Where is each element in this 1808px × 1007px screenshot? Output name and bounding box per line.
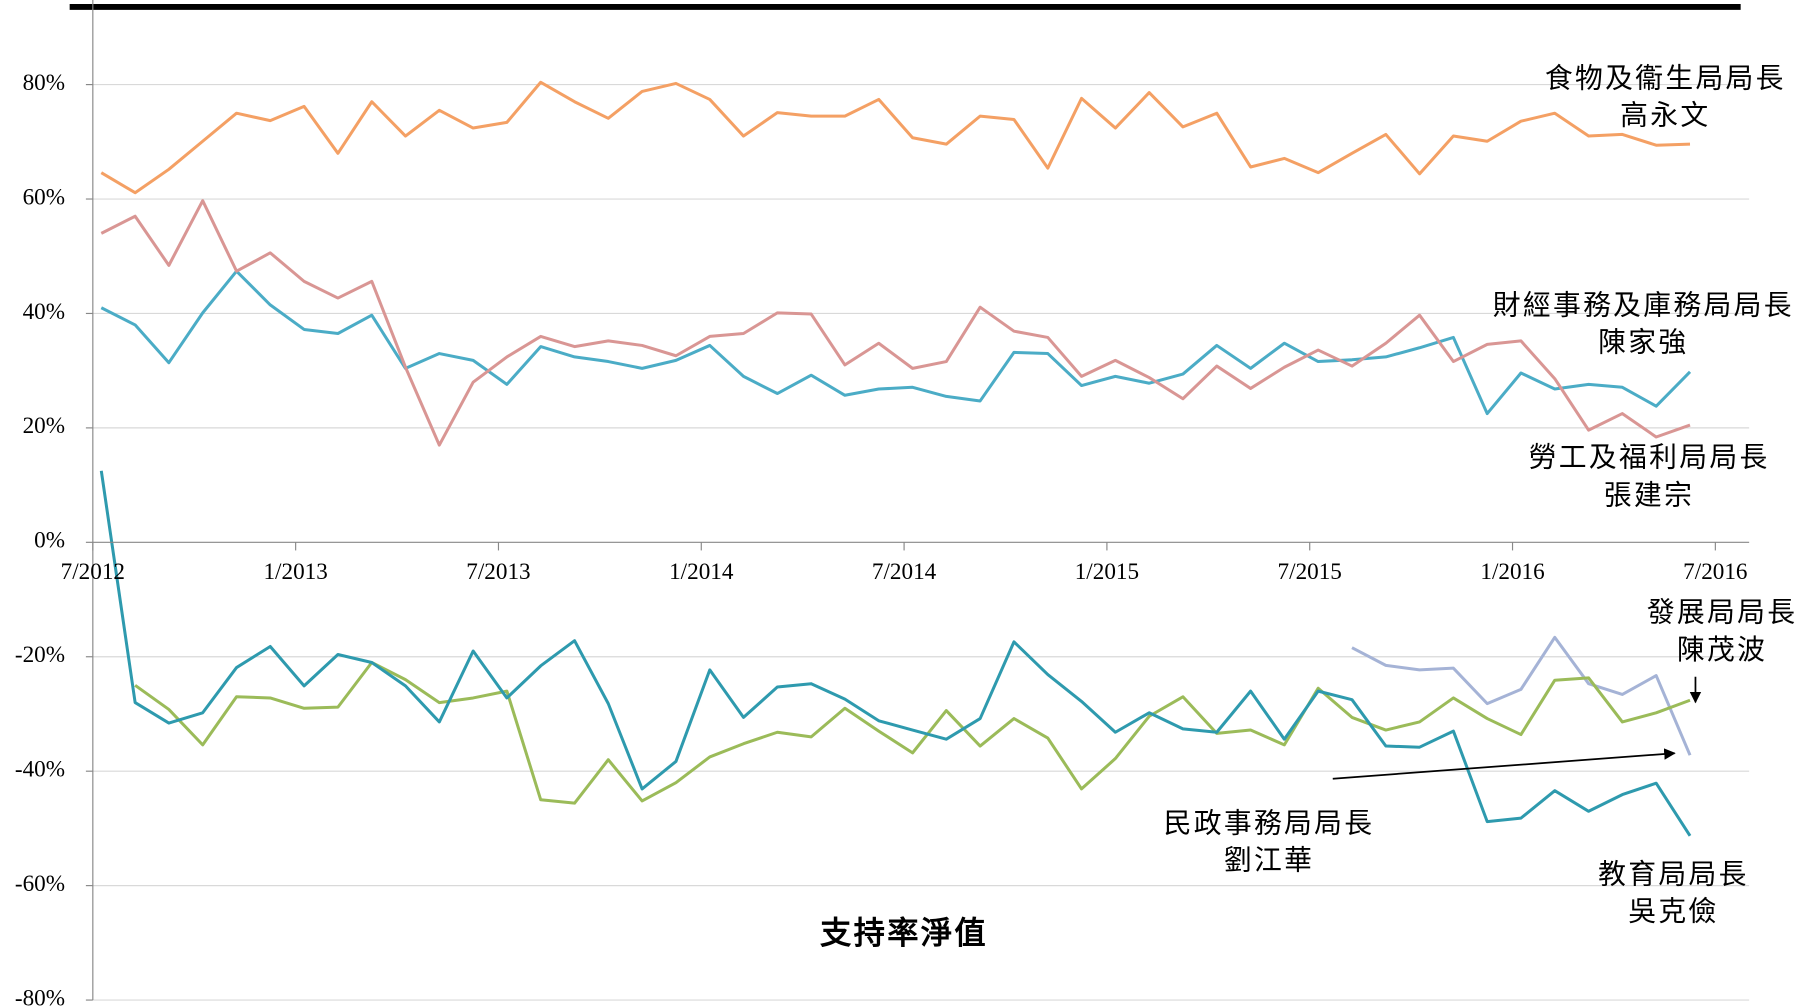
- annotations: 食物及衞生局局長高永文財經事務及庫務局局長陳家強勞工及福利局局長張建宗發展局局長…: [1164, 63, 1798, 928]
- y-tick-label: 80%: [23, 70, 65, 96]
- series-line: [100, 199, 1691, 447]
- series-person: 吳克儉: [1628, 897, 1718, 928]
- series-line: [134, 660, 1691, 805]
- series-line: [100, 269, 1692, 416]
- x-tick-label: 7/2012: [61, 559, 125, 585]
- y-tick-label: 0%: [34, 528, 65, 554]
- series-label: 教育局局長: [1598, 860, 1749, 891]
- series-person: 陳家強: [1598, 328, 1688, 359]
- y-tick-label: 40%: [23, 299, 65, 325]
- series-label: 食物及衞生局局長: [1545, 63, 1786, 94]
- x-tick-label: 1/2015: [1075, 559, 1139, 585]
- series-person: 高永文: [1620, 101, 1710, 132]
- lines: [99, 80, 1692, 837]
- x-tick-label: 7/2015: [1278, 559, 1342, 585]
- x-tick-label: 7/2014: [872, 559, 937, 585]
- y-tick-label: 20%: [23, 413, 65, 439]
- series-label: 發展局局長: [1647, 598, 1798, 629]
- x-tick-label: 1/2014: [669, 559, 734, 585]
- series-line: [1351, 635, 1692, 756]
- y-tick-label: -20%: [15, 642, 65, 668]
- chart-title: 支持率淨值: [820, 915, 988, 950]
- series-line: [99, 470, 1692, 837]
- series-label: 勞工及福利局局長: [1529, 442, 1770, 473]
- arrow: [1332, 748, 1676, 780]
- series-person: 劉江華: [1224, 846, 1314, 877]
- x-tick-label: 7/2013: [466, 559, 530, 585]
- series-label: 民政事務局局長: [1164, 809, 1375, 840]
- grid: [92, 84, 1750, 1001]
- series-label: 財經事務及庫務局局長: [1493, 291, 1794, 322]
- y-tick-label: -60%: [15, 871, 65, 897]
- y-tick-label: -80%: [15, 985, 65, 1007]
- x-tick-label: 7/2016: [1683, 559, 1747, 585]
- axes: -80% -60% -40% -20% 0% 20% 40% 60% 80% 7/2012 1/20…: [15, 0, 1750, 1007]
- series-person: 陳茂波: [1677, 635, 1767, 666]
- series-person: 張建宗: [1604, 481, 1694, 512]
- x-tick-label: 1/2016: [1480, 559, 1544, 585]
- y-tick-label: -40%: [15, 756, 65, 782]
- y-tick-label: 60%: [23, 184, 65, 210]
- x-tick-label: 1/2013: [263, 559, 327, 585]
- series-line: [100, 80, 1691, 195]
